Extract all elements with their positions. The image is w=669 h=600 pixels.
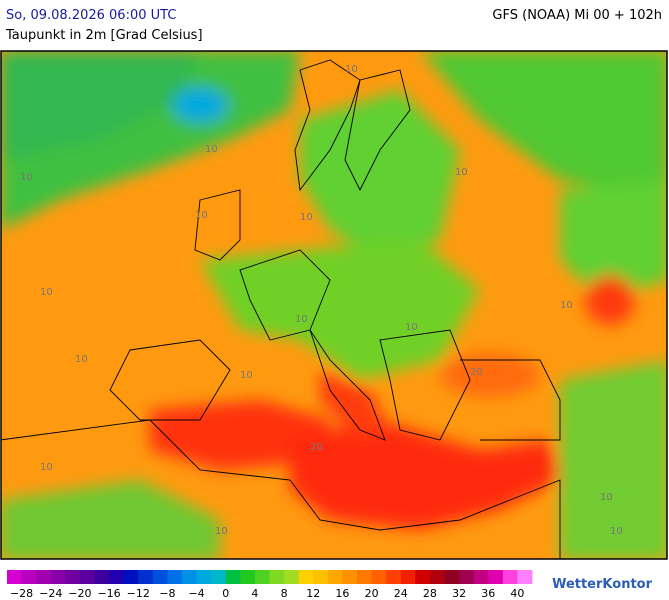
contour-label: 10: [240, 370, 253, 381]
legend-label: 8: [281, 587, 288, 600]
legend-swatch: [225, 570, 241, 584]
legend-label: 0: [222, 587, 229, 600]
legend-label: −16: [97, 587, 120, 600]
contour-label: 10: [345, 64, 358, 75]
legend-swatch: [342, 570, 358, 584]
legend-label: −8: [159, 587, 175, 600]
contour-label: 10: [455, 167, 468, 178]
contour-label: 10: [40, 287, 53, 298]
legend-swatch: [298, 570, 314, 584]
legend-label: −12: [127, 587, 150, 600]
legend-swatch: [313, 570, 329, 584]
legend-swatch: [94, 570, 110, 584]
legend-label: 28: [423, 587, 437, 600]
legend-swatch: [400, 570, 416, 584]
contour-label: 20: [470, 367, 483, 378]
legend-swatch: [415, 570, 431, 584]
legend-swatch: [357, 570, 373, 584]
legend-swatch: [284, 570, 300, 584]
logo: WetterKontor: [552, 577, 653, 592]
contour-label: 10: [560, 300, 573, 311]
legend-swatch: [502, 570, 518, 584]
map-frame: [0, 50, 668, 560]
legend-swatch: [167, 570, 183, 584]
datetime: So, 09.08.2026 06:00 UTC: [6, 8, 176, 23]
legend-swatch: [7, 570, 23, 584]
legend-label: 20: [365, 587, 379, 600]
contour-label: 10: [75, 354, 88, 365]
legend-swatch: [123, 570, 139, 584]
contour-label: 10: [195, 210, 208, 221]
legend-swatch: [65, 570, 81, 584]
legend-label: 4: [251, 587, 258, 600]
legend-swatch: [21, 570, 37, 584]
legend-swatch: [269, 570, 285, 584]
map: [1, 51, 667, 559]
legend-swatch: [182, 570, 198, 584]
contour-label: 10: [295, 314, 308, 325]
legend-swatch: [36, 570, 52, 584]
legend-label: −20: [68, 587, 91, 600]
legend-swatch: [240, 570, 256, 584]
legend-swatch: [444, 570, 460, 584]
legend-swatch: [488, 570, 504, 584]
contour-label: 10: [40, 462, 53, 473]
contour-label: 10: [20, 172, 33, 183]
legend-swatch: [50, 570, 66, 584]
contour-label: 10: [600, 492, 613, 503]
contour-label: 10: [205, 144, 218, 155]
legend-swatch: [327, 570, 343, 584]
legend-swatch: [517, 570, 533, 584]
contour-label: 20: [310, 442, 323, 453]
legend-swatch: [109, 570, 125, 584]
contour-label: 10: [300, 212, 313, 223]
legend-swatch: [371, 570, 387, 584]
legend-label: −4: [188, 587, 204, 600]
legend-swatch: [79, 570, 95, 584]
legend-label: −28: [10, 587, 33, 600]
legend-label: 36: [481, 587, 495, 600]
legend-swatch: [211, 570, 227, 584]
contour-label: 10: [215, 526, 228, 537]
parameter: Taupunkt in 2m [Grad Celsius]: [5, 28, 203, 43]
legend-swatch: [138, 570, 154, 584]
legend-label: 40: [510, 587, 524, 600]
legend-label: 24: [394, 587, 408, 600]
model-run: GFS (NOAA) Mi 00 + 102h: [492, 8, 662, 23]
legend-swatch: [429, 570, 445, 584]
legend-label: 16: [335, 587, 349, 600]
contour-label: 10: [405, 322, 418, 333]
legend-swatch: [386, 570, 402, 584]
legend-label: 32: [452, 587, 466, 600]
contour-label: 10: [610, 526, 623, 537]
legend-swatch: [152, 570, 168, 584]
legend-swatch: [254, 570, 270, 584]
legend-label: 12: [306, 587, 320, 600]
legend-swatch: [459, 570, 475, 584]
legend-swatch: [196, 570, 212, 584]
legend-swatch: [473, 570, 489, 584]
legend-label: −24: [39, 587, 62, 600]
